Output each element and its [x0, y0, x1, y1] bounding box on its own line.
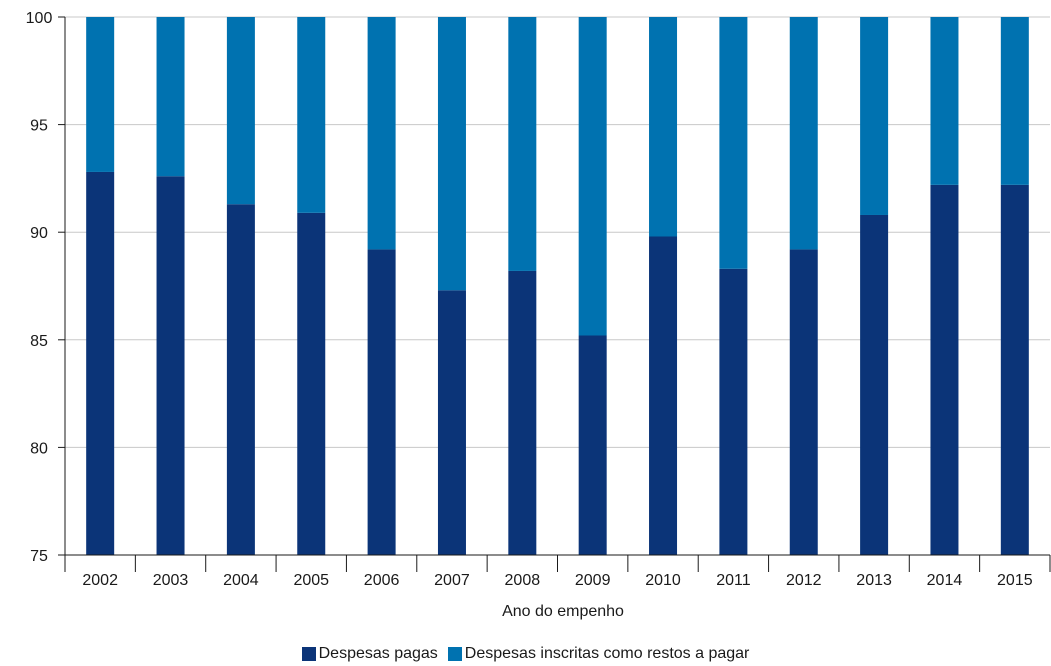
bar-restos-2006: [367, 17, 396, 250]
bar-paid-2007: [437, 290, 466, 555]
legend-label-restos: Despesas inscritas como restos a pagar: [464, 645, 750, 662]
x-tick-label-2009: 2009: [575, 572, 611, 589]
bar-paid-2004: [226, 204, 255, 555]
bar-restos-2002: [86, 17, 115, 172]
bar-paid-2012: [789, 249, 818, 555]
bar-paid-2003: [156, 176, 185, 556]
bar-restos-2015: [1000, 17, 1029, 185]
bar-restos-2003: [156, 17, 185, 177]
y-tick-label-90: 90: [30, 225, 48, 242]
bar-paid-2008: [508, 270, 537, 555]
x-tick-label-2010: 2010: [645, 572, 681, 589]
legend-item-restos: Despesas inscritas como restos a pagar: [447, 645, 750, 663]
bar-restos-2008: [508, 17, 537, 271]
x-tick-label-2008: 2008: [505, 572, 541, 589]
bar-paid-2006: [367, 249, 396, 555]
bar-restos-2012: [789, 17, 818, 250]
legend-swatch-restos: [447, 647, 462, 661]
legend: Despesas pagas Despesas inscritas como r…: [0, 645, 1051, 663]
y-tick-label-85: 85: [30, 333, 48, 350]
bar-restos-2009: [578, 17, 607, 336]
bar-restos-2004: [226, 17, 255, 205]
legend-label-paid: Despesas pagas: [318, 645, 438, 662]
bar-paid-2011: [719, 268, 748, 555]
bar-paid-2010: [649, 236, 678, 555]
x-tick-label-2006: 2006: [364, 572, 400, 589]
legend-swatch-paid: [301, 647, 316, 661]
x-tick-label-2005: 2005: [293, 572, 329, 589]
bar-restos-2005: [297, 17, 326, 213]
x-tick-label-2003: 2003: [153, 572, 189, 589]
x-tick-label-2002: 2002: [82, 572, 118, 589]
y-tick-label-95: 95: [30, 118, 48, 135]
gridlines: [65, 16, 1050, 448]
y-tick-label-80: 80: [30, 440, 48, 457]
y-tick-label-100: 100: [26, 10, 53, 27]
bar-paid-2015: [1000, 184, 1029, 555]
x-tick-label-2014: 2014: [927, 572, 963, 589]
bars: [86, 17, 1029, 556]
x-axis-title: Ano do empenho: [502, 603, 624, 620]
legend-item-paid: Despesas pagas: [301, 645, 438, 663]
y-tick-label-75: 75: [30, 548, 48, 565]
x-tick-label-2013: 2013: [856, 572, 892, 589]
x-tick-label-2012: 2012: [786, 572, 822, 589]
bar-paid-2009: [578, 335, 607, 555]
bar-restos-2011: [719, 17, 748, 269]
bar-restos-2013: [860, 17, 889, 215]
bar-restos-2007: [437, 17, 466, 291]
bar-paid-2002: [86, 171, 115, 555]
bar-paid-2013: [860, 214, 889, 555]
x-tick-label-2004: 2004: [223, 572, 259, 589]
axes: 75 80 85 90 95 100 2002 2003 2004 2005 2006 2007 200…: [26, 10, 1051, 589]
bar-restos-2010: [649, 17, 678, 237]
bar-paid-2014: [930, 184, 959, 555]
bar-restos-2014: [930, 17, 959, 185]
x-tick-label-2011: 2011: [716, 572, 751, 589]
bar-paid-2005: [297, 212, 326, 555]
x-tick-label-2015: 2015: [997, 572, 1033, 589]
x-tick-label-2007: 2007: [434, 572, 470, 589]
